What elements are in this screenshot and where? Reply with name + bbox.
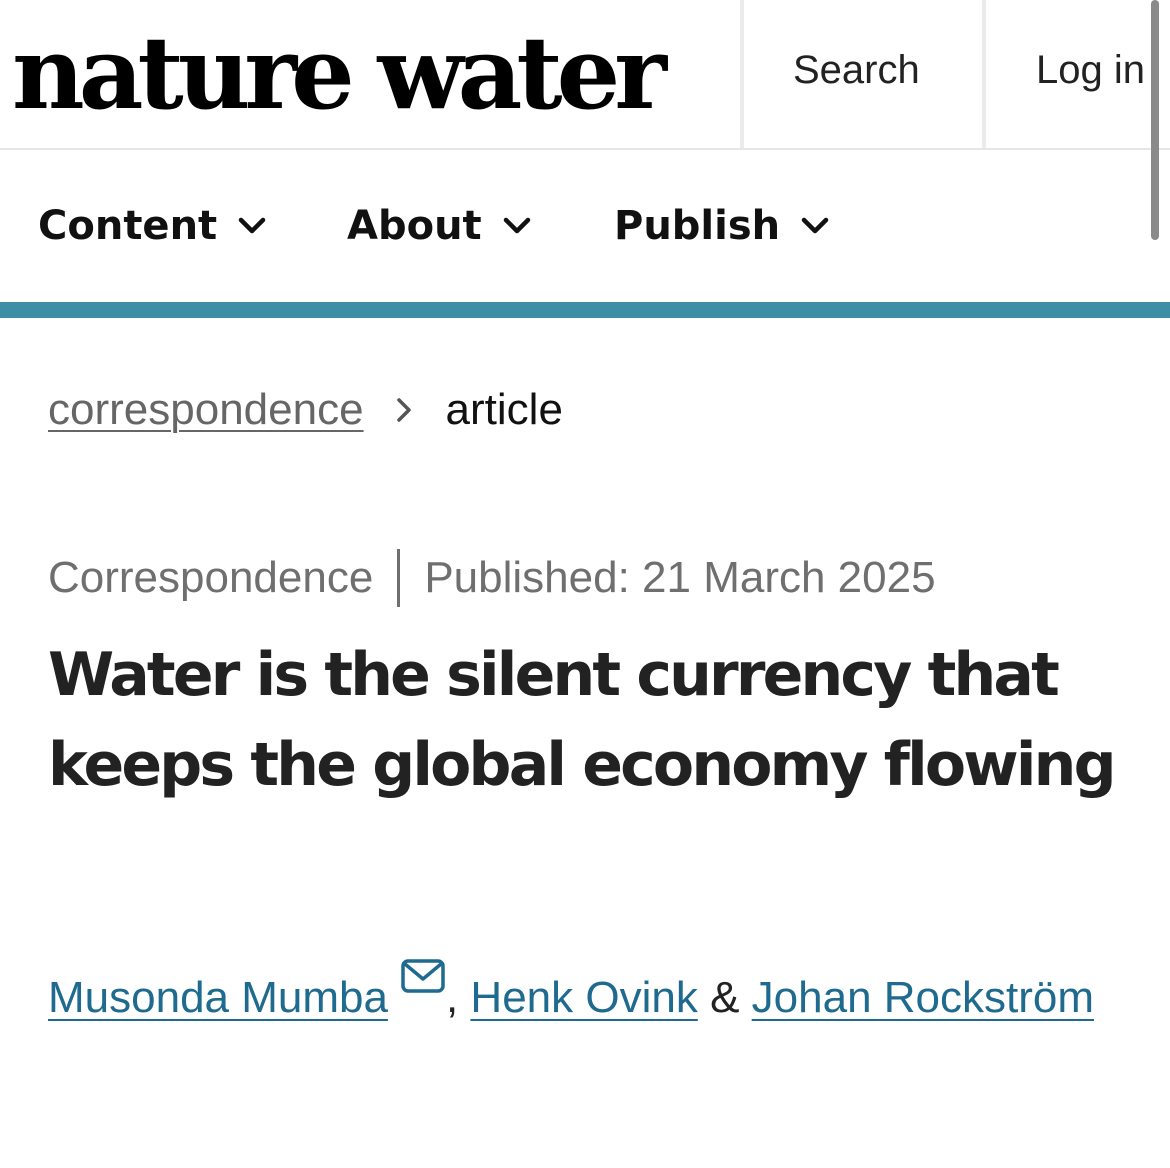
nav-about[interactable]: About [347, 150, 532, 302]
article-meta: Correspondence Published: 21 March 2025 [48, 548, 936, 608]
nav-publish[interactable]: Publish [614, 150, 830, 302]
chevron-down-icon [801, 217, 829, 234]
site-logo[interactable]: nature water [12, 14, 667, 132]
chevron-right-icon [396, 398, 411, 422]
author-list: Musonda Mumba, Henk Ovink & Johan Rockst… [48, 952, 1148, 1044]
envelope-icon[interactable] [400, 958, 446, 994]
author-link[interactable]: Johan Rockström [751, 973, 1095, 1022]
site-header: nature water Search Log in [0, 0, 1170, 150]
author-separator: , [445, 973, 459, 1022]
chevron-down-icon [503, 217, 530, 234]
meta-divider [397, 549, 401, 607]
nav-about-label: About [347, 203, 482, 249]
breadcrumb: correspondence article [48, 380, 563, 440]
author-link[interactable]: Henk Ovink [470, 973, 698, 1022]
header-divider [740, 0, 744, 148]
author-separator: & [710, 973, 740, 1022]
main-nav: Content About Publish [0, 150, 1170, 302]
nav-content[interactable]: Content [38, 150, 267, 302]
publish-date: Published: 21 March 2025 [424, 553, 936, 602]
article-title: Water is the silent currency that keeps … [48, 640, 1117, 800]
scrollbar[interactable] [1151, 0, 1159, 240]
article-type: Correspondence [48, 553, 374, 602]
breadcrumb-correspondence[interactable]: correspondence [48, 385, 364, 434]
nav-publish-label: Publish [614, 203, 781, 249]
header-divider [982, 0, 986, 148]
chevron-down-icon [238, 217, 266, 234]
nav-content-label: Content [38, 203, 218, 249]
breadcrumb-current: article [445, 385, 563, 434]
nav-accent-rule [0, 302, 1170, 318]
search-link[interactable]: Search [793, 48, 920, 92]
author-link[interactable]: Musonda Mumba [48, 973, 388, 1022]
login-link[interactable]: Log in [1036, 48, 1145, 92]
